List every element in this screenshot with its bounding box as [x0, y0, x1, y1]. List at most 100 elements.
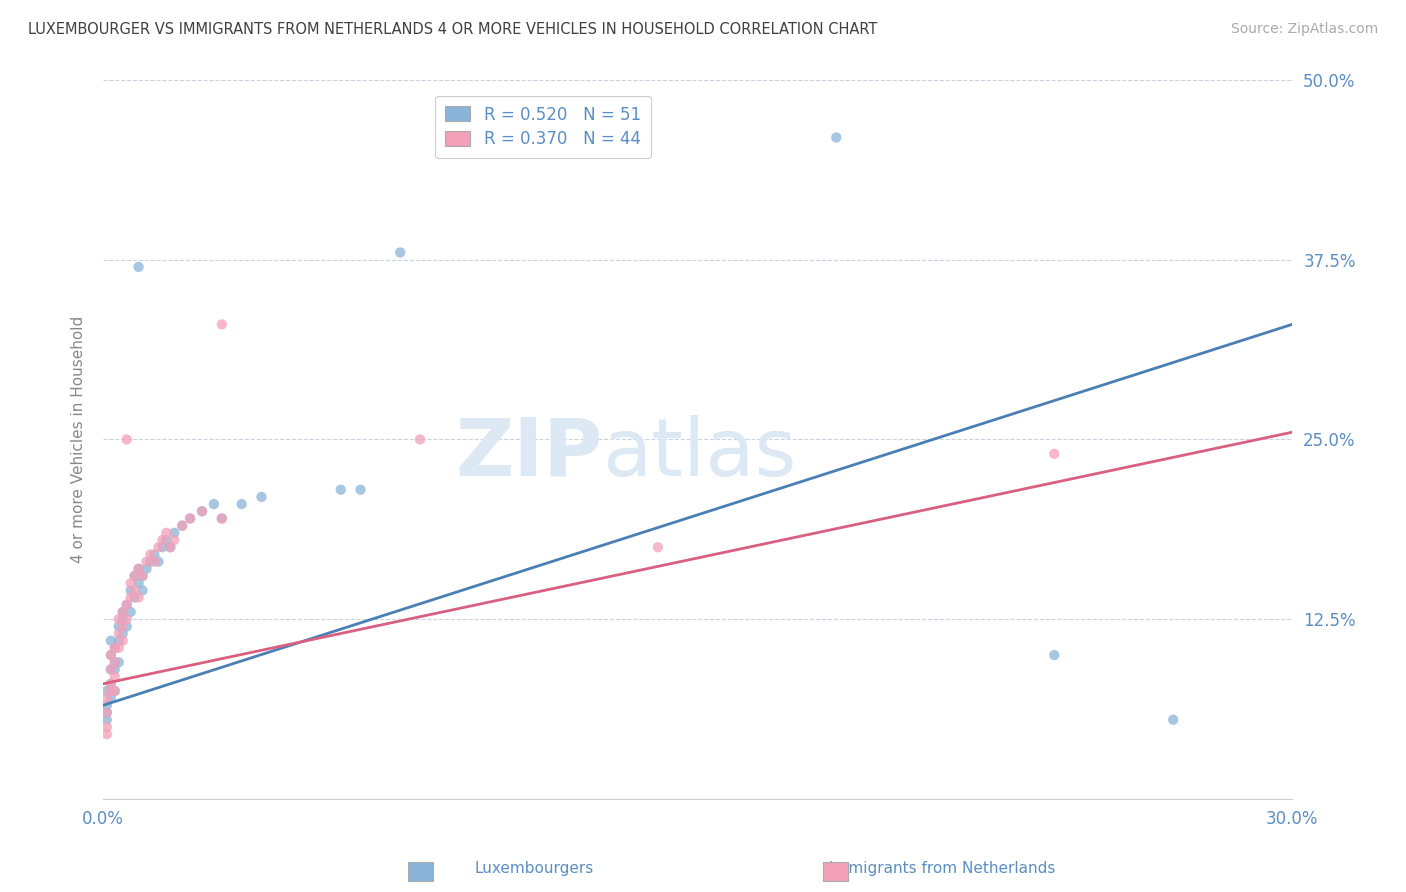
Point — [100, 648, 122, 662]
Point — [202, 497, 225, 511]
Point — [115, 598, 138, 612]
Point — [111, 626, 134, 640]
Point — [120, 576, 142, 591]
Point — [825, 130, 848, 145]
Point — [104, 684, 127, 698]
Point — [100, 677, 122, 691]
Point — [104, 655, 127, 669]
Point — [409, 433, 432, 447]
Point — [96, 706, 118, 720]
Point — [128, 562, 150, 576]
Point — [128, 562, 150, 576]
Point — [128, 576, 150, 591]
Point — [100, 677, 122, 691]
Point — [131, 569, 153, 583]
Point — [111, 605, 134, 619]
Text: LUXEMBOURGER VS IMMIGRANTS FROM NETHERLANDS 4 OR MORE VEHICLES IN HOUSEHOLD CORR: LUXEMBOURGER VS IMMIGRANTS FROM NETHERLA… — [28, 22, 877, 37]
Point — [211, 511, 233, 525]
Point — [172, 518, 194, 533]
Point — [155, 533, 177, 547]
Point — [1043, 447, 1066, 461]
Text: Source: ZipAtlas.com: Source: ZipAtlas.com — [1230, 22, 1378, 37]
Point — [104, 640, 127, 655]
Point — [96, 727, 118, 741]
Point — [148, 555, 170, 569]
Point — [96, 691, 118, 706]
Point — [349, 483, 371, 497]
Point — [211, 318, 233, 332]
Point — [100, 662, 122, 676]
Point — [172, 518, 194, 533]
Point — [135, 562, 157, 576]
Point — [104, 662, 127, 676]
Point — [107, 612, 129, 626]
Point — [124, 591, 146, 605]
Point — [131, 583, 153, 598]
Point — [111, 612, 134, 626]
Point — [128, 260, 150, 274]
Point — [211, 511, 233, 525]
Text: ZIP: ZIP — [456, 415, 602, 492]
Point — [120, 591, 142, 605]
Y-axis label: 4 or more Vehicles in Household: 4 or more Vehicles in Household — [72, 316, 86, 563]
Point — [143, 548, 166, 562]
Point — [329, 483, 352, 497]
Point — [104, 670, 127, 684]
Point — [135, 555, 157, 569]
Point — [100, 648, 122, 662]
Point — [148, 540, 170, 554]
Point — [96, 706, 118, 720]
Point — [150, 540, 173, 554]
Point — [96, 720, 118, 734]
Point — [104, 684, 127, 698]
Point — [100, 633, 122, 648]
Point — [96, 684, 118, 698]
Text: atlas: atlas — [602, 415, 797, 492]
Point — [104, 640, 127, 655]
Point — [163, 525, 186, 540]
Legend: R = 0.520   N = 51, R = 0.370   N = 44: R = 0.520 N = 51, R = 0.370 N = 44 — [436, 95, 651, 158]
Point — [179, 511, 201, 525]
Point — [143, 555, 166, 569]
Point — [250, 490, 273, 504]
Point — [647, 540, 669, 554]
Point — [115, 598, 138, 612]
Point — [124, 583, 146, 598]
Point — [104, 655, 127, 669]
Point — [163, 533, 186, 547]
Point — [100, 691, 122, 706]
Point — [107, 619, 129, 633]
Point — [231, 497, 253, 511]
Text: Immigrants from Netherlands: Immigrants from Netherlands — [828, 861, 1056, 876]
Point — [131, 569, 153, 583]
Point — [191, 504, 214, 518]
Point — [124, 569, 146, 583]
Point — [155, 525, 177, 540]
Point — [115, 612, 138, 626]
Point — [139, 548, 162, 562]
Point — [150, 533, 173, 547]
Point — [96, 698, 118, 713]
Point — [115, 619, 138, 633]
Point — [159, 540, 181, 554]
Point — [159, 540, 181, 554]
Point — [107, 626, 129, 640]
Point — [1161, 713, 1184, 727]
Point — [111, 619, 134, 633]
Point — [107, 655, 129, 669]
Point — [139, 555, 162, 569]
Point — [120, 605, 142, 619]
Point — [107, 633, 129, 648]
Point — [179, 511, 201, 525]
Point — [389, 245, 412, 260]
Point — [115, 433, 138, 447]
Point — [120, 583, 142, 598]
Point — [96, 713, 118, 727]
Point — [124, 569, 146, 583]
Point — [100, 662, 122, 676]
Point — [111, 633, 134, 648]
Point — [100, 684, 122, 698]
Point — [128, 591, 150, 605]
Point — [111, 605, 134, 619]
Point — [107, 640, 129, 655]
